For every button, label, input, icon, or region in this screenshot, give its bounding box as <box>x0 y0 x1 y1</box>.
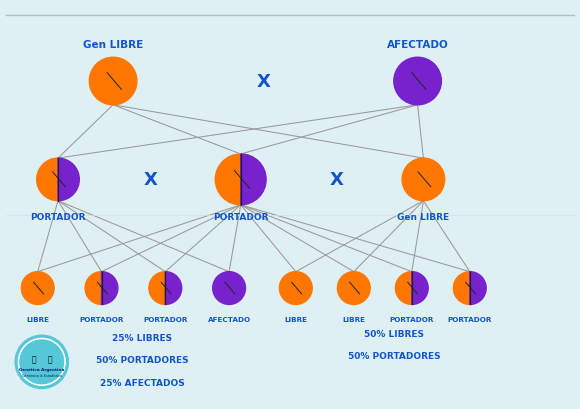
Text: 25% AFECTADOS: 25% AFECTADOS <box>100 378 184 387</box>
Text: 🐄: 🐄 <box>31 355 36 364</box>
Circle shape <box>21 272 54 305</box>
Text: PORTADOR: PORTADOR <box>390 316 434 322</box>
Circle shape <box>394 58 441 106</box>
Text: Genómica & Estadística: Genómica & Estadística <box>22 373 61 377</box>
Wedge shape <box>470 272 486 305</box>
Wedge shape <box>454 272 470 305</box>
Text: LIBRE: LIBRE <box>342 316 365 322</box>
Wedge shape <box>102 272 118 305</box>
Text: 25% LIBRES: 25% LIBRES <box>112 333 172 342</box>
Text: X: X <box>144 171 158 189</box>
Text: PORTADOR: PORTADOR <box>143 316 187 322</box>
Circle shape <box>15 335 68 389</box>
Text: Genética Argentina: Genética Argentina <box>19 366 64 371</box>
Text: 50% PORTADORES: 50% PORTADORES <box>348 351 441 360</box>
Text: X: X <box>329 171 343 189</box>
Wedge shape <box>412 272 428 305</box>
Text: LIBRE: LIBRE <box>284 316 307 322</box>
Text: Gen LIBRE: Gen LIBRE <box>83 40 143 50</box>
Text: PORTADOR: PORTADOR <box>448 316 492 322</box>
Text: AFECTADO: AFECTADO <box>208 316 251 322</box>
Text: PORTADOR: PORTADOR <box>213 212 269 221</box>
Wedge shape <box>58 159 79 201</box>
Text: Gen LIBRE: Gen LIBRE <box>397 212 450 221</box>
Wedge shape <box>396 272 412 305</box>
Circle shape <box>338 272 370 305</box>
Text: AFECTADO: AFECTADO <box>387 40 448 50</box>
Text: LIBRE: LIBRE <box>26 316 49 322</box>
Wedge shape <box>85 272 101 305</box>
Wedge shape <box>165 272 182 305</box>
Circle shape <box>213 272 245 305</box>
Circle shape <box>280 272 312 305</box>
Text: PORTADOR: PORTADOR <box>79 316 124 322</box>
Wedge shape <box>37 159 58 201</box>
Circle shape <box>89 58 137 106</box>
Wedge shape <box>215 155 241 205</box>
Circle shape <box>20 340 64 384</box>
Text: X: X <box>257 73 271 91</box>
Text: 🐂: 🐂 <box>48 355 52 364</box>
Text: 50% LIBRES: 50% LIBRES <box>364 329 425 338</box>
Wedge shape <box>149 272 165 305</box>
Text: PORTADOR: PORTADOR <box>30 212 86 221</box>
Wedge shape <box>241 155 266 205</box>
Text: 50% PORTADORES: 50% PORTADORES <box>96 355 188 364</box>
Circle shape <box>19 339 65 385</box>
Circle shape <box>402 159 445 201</box>
